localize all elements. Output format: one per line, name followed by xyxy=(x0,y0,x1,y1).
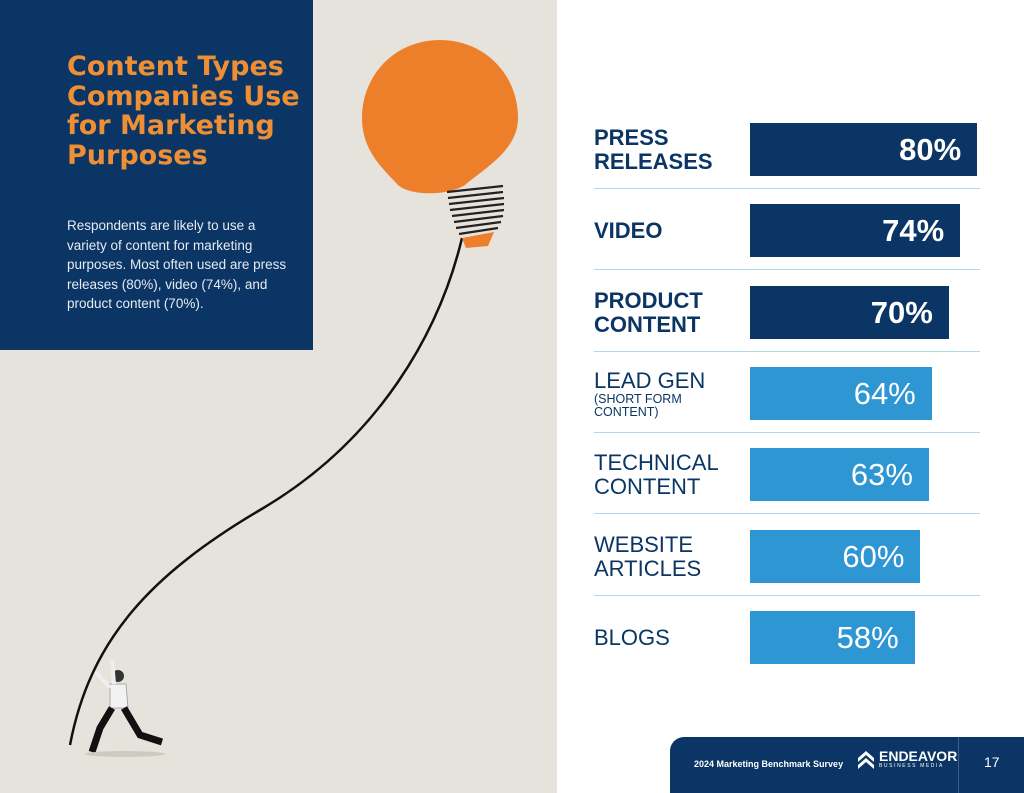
row-divider xyxy=(594,269,980,270)
intro-panel: Content Types Companies Use for Marketin… xyxy=(0,0,313,350)
data-label: 80% xyxy=(899,131,962,167)
bar: 80% xyxy=(750,123,978,176)
endeavor-logo: ENDEAVOR BUSINESS MEDIA xyxy=(856,749,957,769)
category-name: LEAD GEN xyxy=(594,367,706,393)
row-divider xyxy=(594,351,980,352)
bar: 70% xyxy=(750,286,949,339)
data-label: 63% xyxy=(850,456,913,492)
footer: 2024 Marketing Benchmark Survey ENDEAVOR… xyxy=(670,737,1024,793)
intro-description: Respondents are likely to use a variety … xyxy=(67,218,287,311)
bar-row: BLOGS 58% xyxy=(594,611,980,693)
bar: 64% xyxy=(750,367,932,420)
lightbulb-balloon-illustration xyxy=(68,40,518,757)
category-name: BLOGS xyxy=(594,624,670,650)
row-divider xyxy=(594,513,980,514)
data-label: 60% xyxy=(842,538,905,574)
row-divider xyxy=(594,432,980,433)
category-name: PRESS RELEASES xyxy=(594,124,713,174)
category-name: PRODUCT CONTENT xyxy=(594,287,703,337)
data-label: 58% xyxy=(836,619,899,655)
bar-row: PRODUCT CONTENT 70% xyxy=(594,286,980,368)
bar-row: TECHNICAL CONTENT 63% xyxy=(594,448,980,530)
rope-line xyxy=(68,237,464,746)
category-name: TECHNICAL CONTENT xyxy=(594,449,718,499)
category-label: LEAD GEN (SHORT FORM CONTENT) xyxy=(594,367,744,420)
bulb-base xyxy=(446,184,505,236)
page-number: 17 xyxy=(984,754,1000,770)
bar: 74% xyxy=(750,204,961,257)
chevron-logo-icon xyxy=(858,751,874,769)
row-divider xyxy=(594,595,980,596)
category-sublabel: (SHORT FORM CONTENT) xyxy=(594,391,682,419)
bar-row: VIDEO 74% xyxy=(594,204,980,286)
bar: 58% xyxy=(750,611,915,664)
logo-name: ENDEAVOR xyxy=(879,748,958,764)
category-label: PRODUCT CONTENT xyxy=(594,286,744,339)
category-label: PRESS RELEASES xyxy=(594,123,744,176)
category-label: WEBSITE ARTICLES xyxy=(594,530,744,583)
footer-divider xyxy=(958,737,959,793)
data-label: 74% xyxy=(882,212,945,248)
survey-name: 2024 Marketing Benchmark Survey xyxy=(694,759,844,769)
row-divider xyxy=(594,188,980,189)
lightbulb-icon xyxy=(362,40,518,194)
category-name: WEBSITE ARTICLES xyxy=(594,531,702,581)
bar-row: PRESS RELEASES 80% xyxy=(594,123,980,205)
category-label: BLOGS xyxy=(594,611,744,664)
data-label: 64% xyxy=(853,375,916,411)
bar-row: LEAD GEN (SHORT FORM CONTENT) 64% xyxy=(594,367,980,449)
data-label: 70% xyxy=(870,294,933,330)
logo-tagline: BUSINESS MEDIA xyxy=(879,763,944,769)
category-label: TECHNICAL CONTENT xyxy=(594,448,744,501)
bar: 63% xyxy=(750,448,929,501)
category-name: VIDEO xyxy=(594,217,663,243)
bar: 60% xyxy=(750,530,921,583)
person-figure xyxy=(85,659,165,757)
bar-row: WEBSITE ARTICLES 60% xyxy=(594,530,980,612)
category-label: VIDEO xyxy=(594,204,744,257)
page-title: Content Types Companies Use for Marketin… xyxy=(67,51,300,171)
